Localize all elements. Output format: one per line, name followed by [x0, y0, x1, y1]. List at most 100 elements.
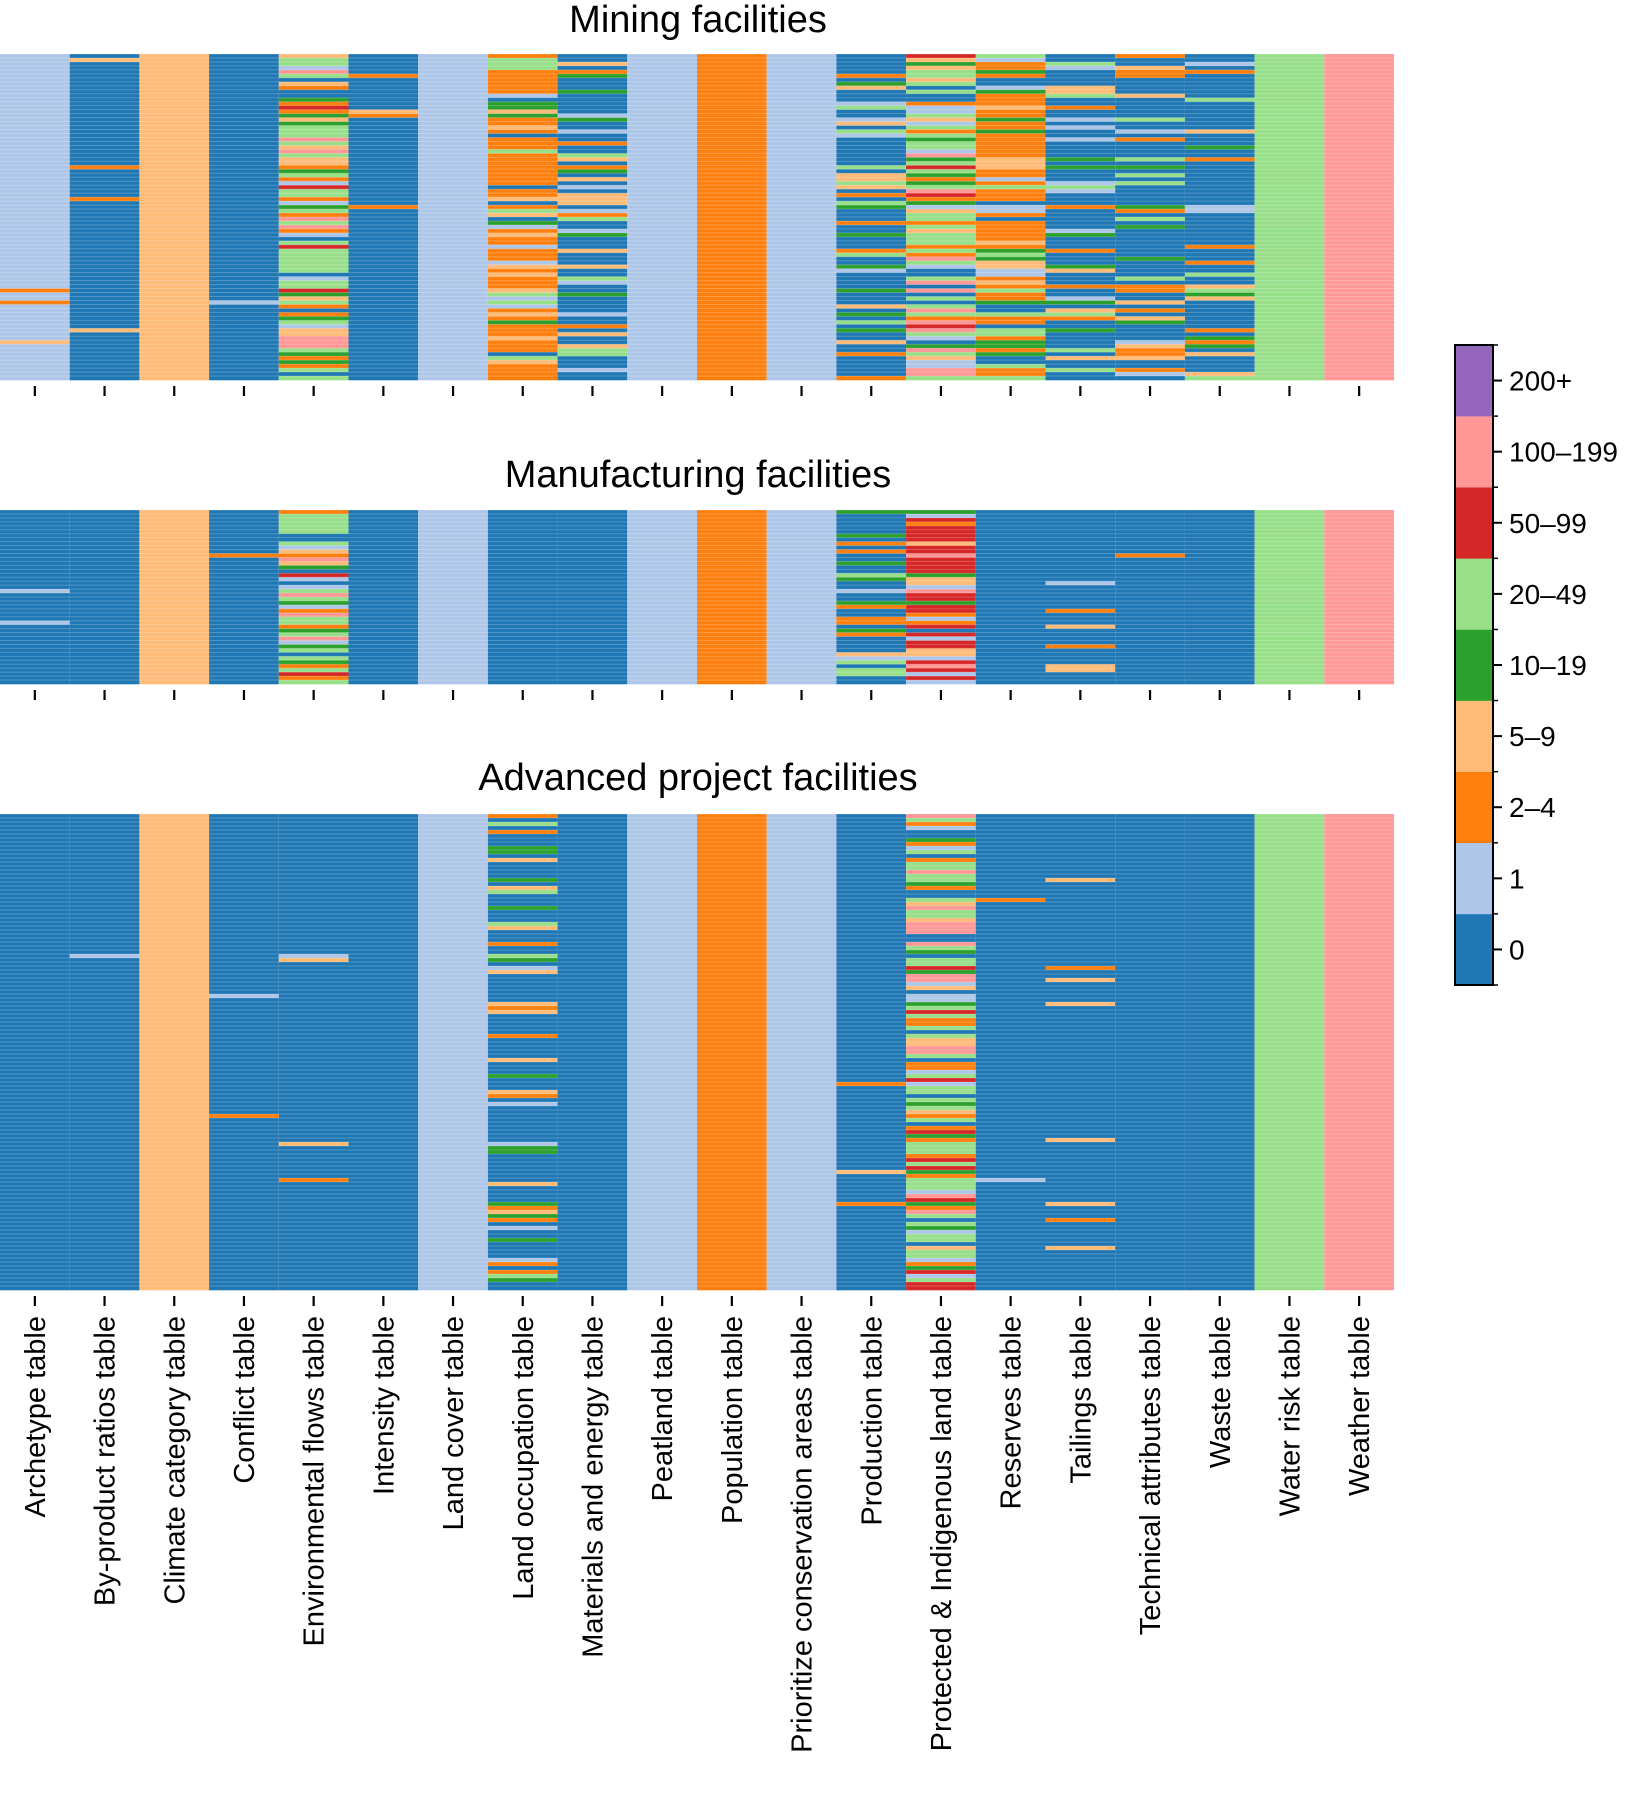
heatmap-cell — [836, 137, 907, 142]
heatmap-cell — [487, 85, 558, 91]
heatmap-cell — [766, 557, 837, 562]
heatmap-cell — [1045, 308, 1116, 313]
heatmap-cell — [906, 177, 976, 182]
heatmap-cell — [69, 77, 140, 83]
heatmap-cell — [487, 217, 558, 222]
heatmap-cell — [836, 569, 907, 574]
heatmap-cell — [418, 589, 488, 594]
heatmap-cell — [69, 101, 140, 106]
heatmap-cell — [766, 573, 837, 578]
heatmap-cell — [836, 557, 907, 562]
heatmap-cell — [348, 553, 419, 558]
heatmap-cell — [418, 161, 488, 166]
heatmap-cell — [487, 352, 558, 357]
heatmap-cell — [487, 109, 558, 114]
heatmap-column — [975, 53, 1046, 381]
heatmap-cell — [209, 557, 279, 562]
heatmap-cell — [1254, 268, 1325, 273]
heatmap-cell — [69, 236, 140, 242]
heatmap-cell — [766, 312, 837, 317]
heatmap-column — [278, 53, 349, 381]
heatmap-cell — [0, 149, 70, 154]
heatmap-cell — [697, 228, 767, 234]
heatmap-cell — [139, 608, 210, 614]
heatmap-cell — [418, 636, 488, 641]
heatmap-cell — [418, 89, 488, 95]
heatmap-cell — [418, 181, 488, 186]
heatmap-cell — [278, 577, 349, 582]
heatmap-cell — [1115, 608, 1185, 614]
heatmap-cell — [557, 205, 628, 210]
heatmap-cell — [1324, 193, 1394, 198]
heatmap-cell — [348, 185, 419, 190]
heatmap-cell — [766, 137, 837, 142]
heatmap-cell — [836, 660, 907, 665]
heatmap-cell — [0, 97, 70, 103]
heatmap-column — [836, 509, 907, 685]
heatmap-cell — [906, 332, 976, 337]
heatmap-cell — [0, 213, 70, 218]
heatmap-cell — [139, 228, 210, 234]
heatmap-cell — [557, 117, 628, 122]
heatmap-cell — [627, 664, 697, 669]
heatmap-cell — [836, 61, 907, 67]
heatmap-cell — [975, 372, 1046, 377]
heatmap-cell — [1254, 577, 1325, 582]
heatmap-cell — [1184, 656, 1255, 661]
heatmap-cell — [278, 220, 349, 226]
heatmap-cell — [487, 232, 558, 238]
heatmap-cell — [1045, 660, 1116, 665]
heatmap-cell — [139, 549, 210, 554]
heatmap-cell — [69, 340, 140, 345]
heatmap-cell — [69, 648, 140, 653]
heatmap-cell — [1045, 73, 1116, 79]
heatmap-cell — [557, 105, 628, 110]
heatmap-cell — [487, 573, 558, 578]
heatmap-cell — [348, 344, 419, 349]
heatmap-cell — [1324, 228, 1394, 234]
heatmap-cell — [209, 332, 279, 337]
heatmap-cell — [1045, 189, 1116, 194]
heatmap-cell — [209, 577, 279, 582]
heatmap-cell — [1115, 600, 1185, 606]
heatmap-cell — [906, 589, 976, 594]
heatmap-cell — [69, 296, 140, 301]
heatmap-column — [557, 509, 628, 685]
heatmap-cell — [1184, 189, 1255, 194]
heatmap-cell — [1324, 316, 1394, 321]
heatmap-cell — [1254, 141, 1325, 146]
heatmap-cell — [836, 676, 907, 681]
heatmap-cell — [906, 676, 976, 681]
heatmap-cell — [418, 173, 488, 178]
heatmap-cell — [557, 244, 628, 250]
heatmap-cell — [209, 109, 279, 114]
heatmap-cell — [1254, 280, 1325, 285]
heatmap-cell — [1115, 73, 1185, 79]
heatmap-cell — [487, 105, 558, 110]
heatmap-cell — [139, 153, 210, 158]
heatmap-cell — [627, 121, 697, 126]
heatmap-cell — [0, 209, 70, 214]
heatmap-cell — [906, 636, 976, 641]
heatmap-cell — [1254, 284, 1325, 289]
heatmap-cell — [766, 360, 837, 365]
heatmap-cell — [766, 61, 837, 67]
heatmap-cell — [906, 624, 976, 629]
heatmap-cell — [836, 593, 907, 598]
heatmap-cell — [1324, 57, 1394, 63]
heatmap-cell — [1254, 545, 1325, 550]
heatmap-cell — [1254, 573, 1325, 578]
heatmap-cell — [0, 533, 70, 538]
heatmap-cell — [906, 288, 976, 293]
heatmap-cell — [975, 256, 1046, 262]
heatmap-cell — [1184, 549, 1255, 554]
heatmap-cell — [69, 280, 140, 285]
heatmap-cell — [697, 220, 767, 226]
heatmap-cell — [766, 300, 837, 305]
heatmap-cell — [766, 69, 837, 75]
heatmap-cell — [1045, 240, 1116, 246]
heatmap-cell — [1115, 324, 1185, 329]
heatmap-cell — [139, 376, 210, 381]
heatmap-cell — [278, 604, 349, 610]
heatmap-cell — [278, 228, 349, 234]
